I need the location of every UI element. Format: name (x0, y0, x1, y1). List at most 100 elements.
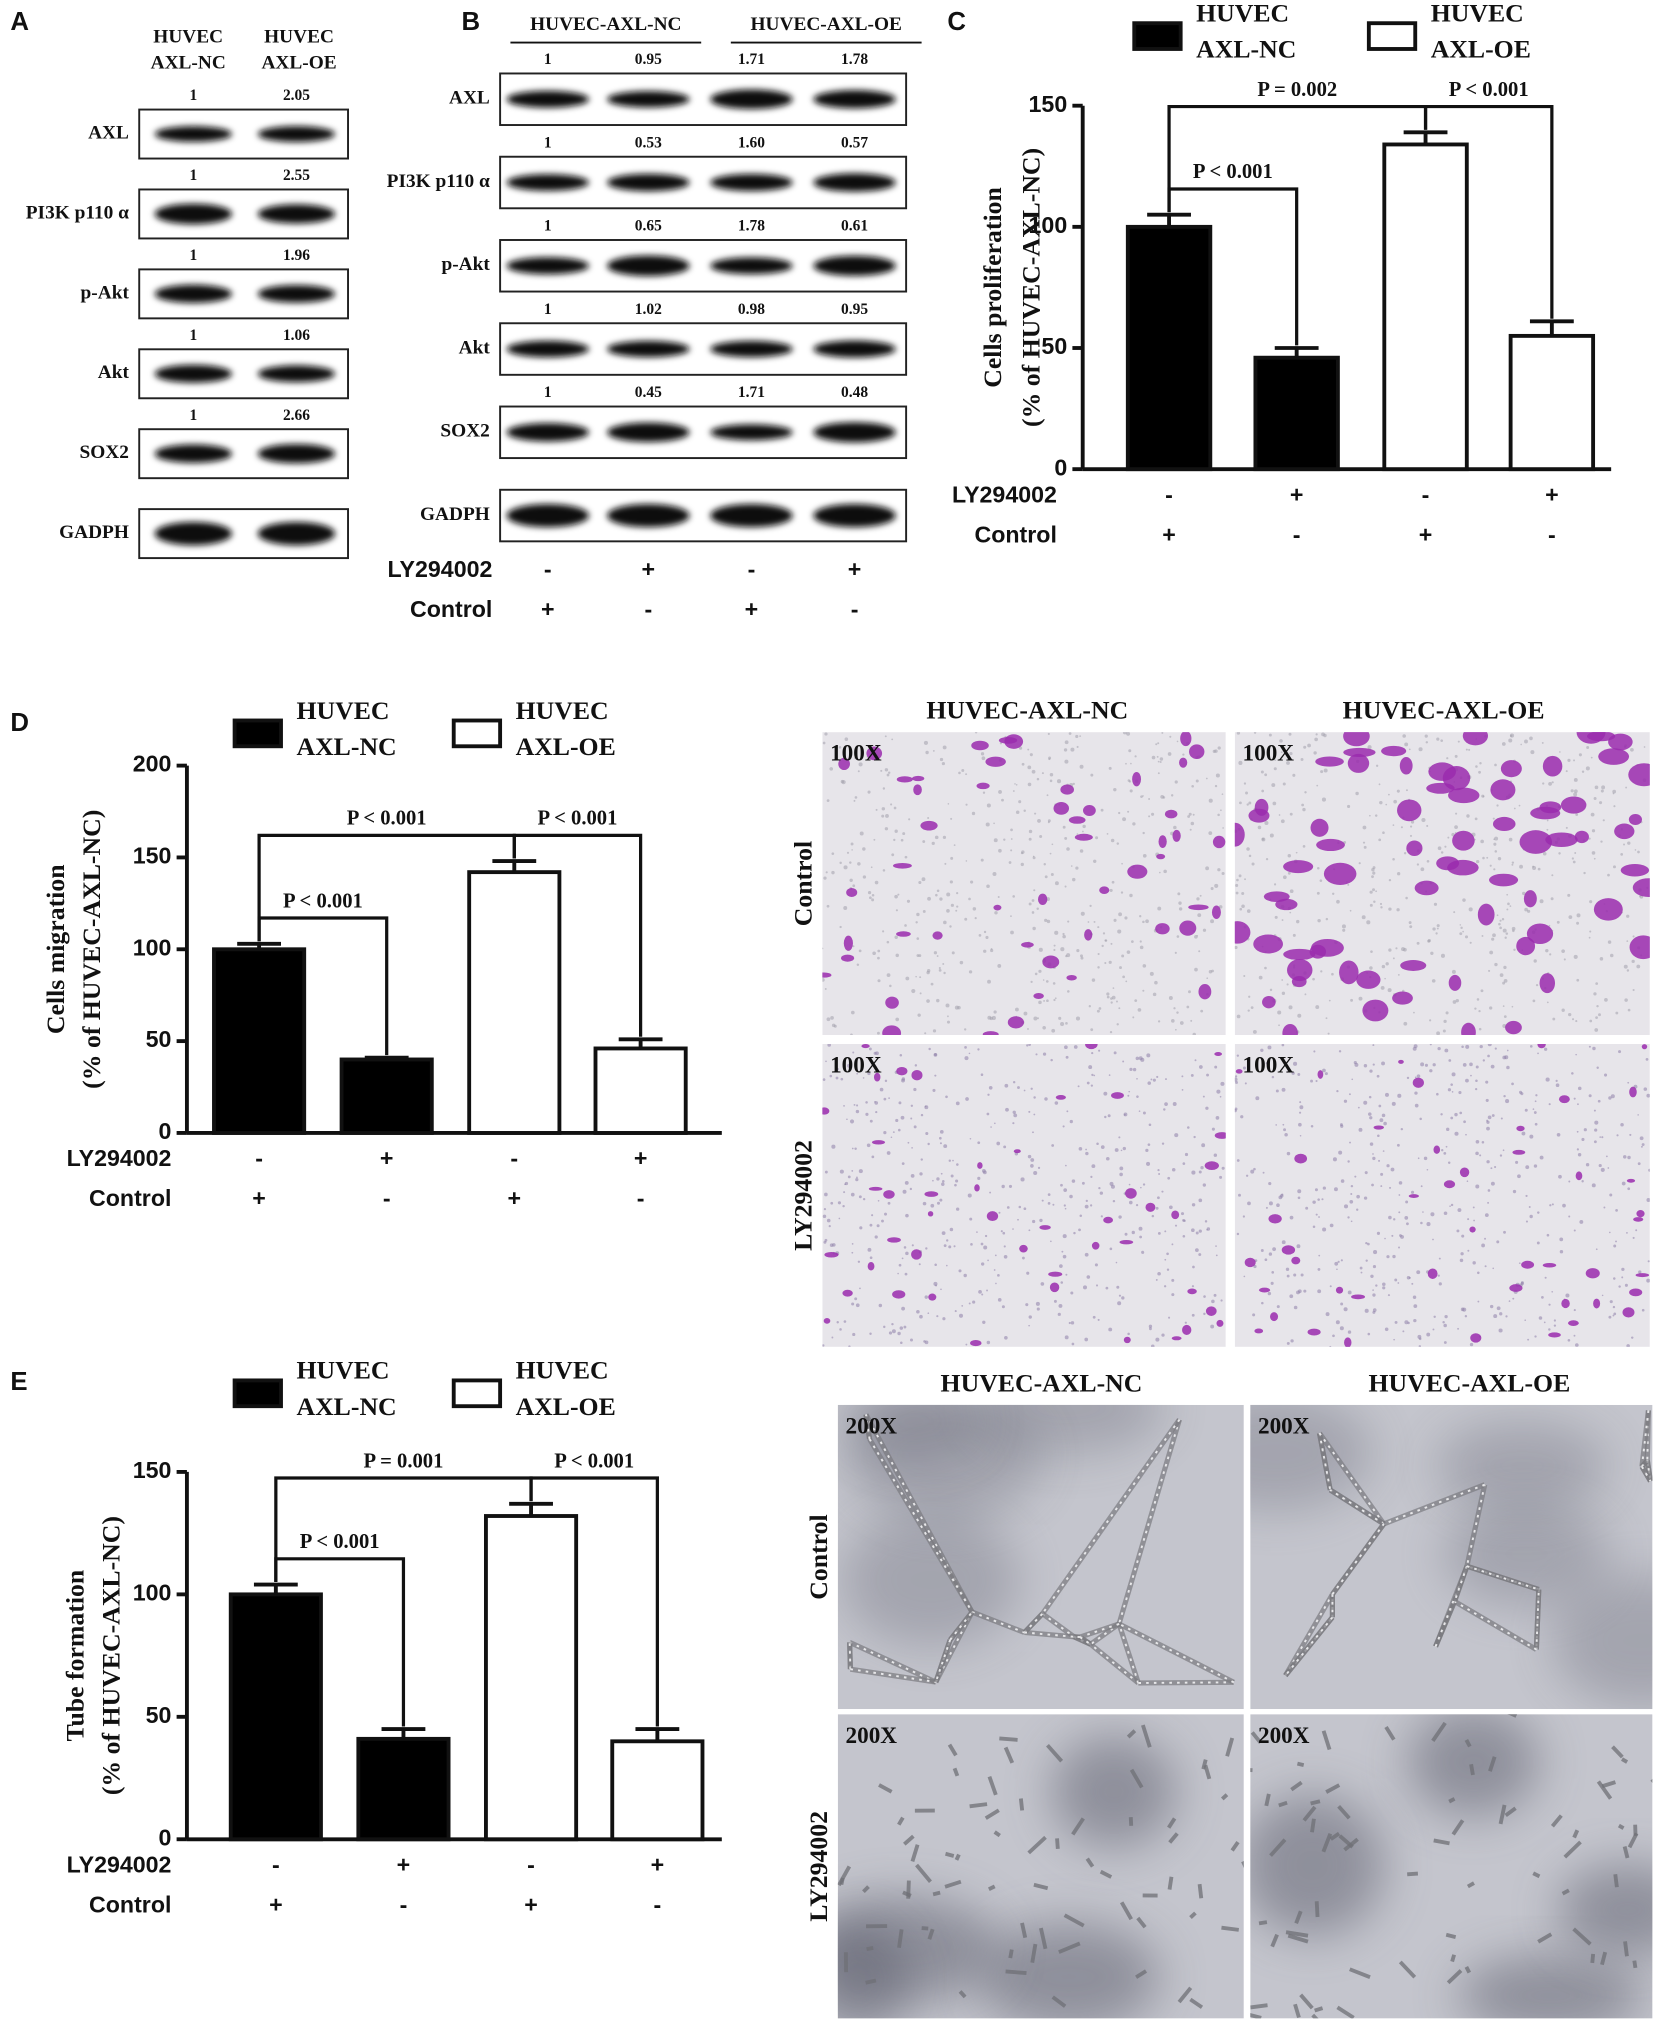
membrane-pore (1528, 1206, 1531, 1208)
membrane-pore (1591, 851, 1596, 855)
membrane-pore (1120, 1149, 1123, 1152)
membrane-pore (1088, 1065, 1093, 1070)
membrane-pore (1261, 837, 1265, 841)
membrane-pore (1290, 1339, 1294, 1343)
membrane-pore (1299, 1111, 1302, 1114)
migrated-cell (1244, 1257, 1256, 1268)
membrane-pore (1357, 1106, 1360, 1109)
membrane-pore (1050, 1058, 1053, 1062)
membrane-pore (1485, 1080, 1489, 1084)
membrane-pore (1385, 803, 1388, 806)
tube (933, 1639, 953, 1683)
membrane-pore (1020, 862, 1024, 867)
membrane-pore (1613, 1244, 1617, 1248)
migrated-cell (1339, 960, 1359, 985)
magnification: 200X (1258, 1723, 1310, 1749)
membrane-pore (1369, 890, 1373, 894)
membrane-pore (898, 1263, 902, 1267)
blot-band (607, 422, 690, 442)
membrane-pore (1253, 1264, 1257, 1269)
membrane-pore (1282, 782, 1286, 786)
membrane-pore (882, 930, 885, 933)
membrane-pore (1157, 772, 1160, 775)
membrane-pore (984, 1234, 988, 1238)
membrane-pore (1128, 749, 1132, 753)
bar (212, 947, 307, 1135)
membrane-pore (1411, 1282, 1414, 1285)
membrane-pore (925, 750, 929, 755)
membrane-pore (1043, 999, 1046, 1002)
membrane-pore (1062, 1125, 1065, 1128)
membrane-pore (1508, 1300, 1511, 1302)
membrane-pore (1129, 1067, 1133, 1072)
migrated-cell (883, 1190, 895, 1199)
membrane-pore (950, 856, 954, 860)
membrane-pore (987, 1093, 990, 1096)
treatment-label: Control (974, 521, 1056, 547)
membrane-pore (1122, 817, 1127, 822)
significance-bracket (1167, 104, 1428, 213)
membrane-pore (1281, 1240, 1286, 1245)
membrane-pore (1512, 929, 1515, 933)
membrane-pore (1073, 1045, 1078, 1049)
membrane-pore (1051, 1028, 1056, 1033)
membrane-pore (1192, 813, 1195, 816)
membrane-pore (1372, 1293, 1376, 1297)
membrane-pore (989, 1191, 992, 1194)
membrane-pore (1524, 1108, 1528, 1112)
membrane-pore (878, 1303, 883, 1308)
migrated-cell (1381, 745, 1407, 757)
membrane-pore (1303, 1289, 1307, 1293)
treatment-symbol: - (637, 1185, 645, 1211)
membrane-pore (825, 1060, 827, 1063)
membrane-pore (1372, 1153, 1374, 1155)
membrane-pore (1453, 911, 1456, 914)
membrane-pore (1244, 878, 1246, 881)
membrane-pore (829, 1074, 833, 1078)
y-tick-label: 0 (1054, 454, 1067, 480)
membrane-pore (1535, 1094, 1538, 1097)
membrane-pore (904, 1180, 909, 1185)
blot-row-label: SOX2 (80, 442, 129, 463)
membrane-pore (1121, 862, 1123, 865)
migrated-cell (1459, 1167, 1470, 1178)
membrane-pore (1364, 1171, 1368, 1175)
membrane-pore (1291, 1071, 1295, 1075)
membrane-pore (1527, 909, 1531, 913)
membrane-pore (1182, 753, 1185, 756)
membrane-pore (1142, 853, 1147, 858)
membrane-pore (1360, 1271, 1363, 1274)
blot-band (607, 340, 690, 358)
membrane-pore (924, 1032, 927, 1035)
cell-fragment (866, 1946, 874, 1952)
membrane-pore (1429, 1069, 1433, 1073)
membrane-pore (956, 905, 959, 908)
membrane-pore (920, 1158, 923, 1161)
membrane-pore (1010, 828, 1013, 832)
membrane-pore (882, 869, 886, 872)
membrane-pore (972, 1300, 976, 1304)
cell-fragment (1033, 1882, 1049, 1891)
membrane-pore (933, 951, 938, 955)
migrated-cell (1204, 1161, 1219, 1171)
blot-band (607, 91, 690, 108)
membrane-pore (1188, 812, 1192, 816)
membrane-pore (1472, 1261, 1476, 1265)
membrane-pore (1499, 1312, 1503, 1316)
membrane-pore (1064, 1045, 1068, 1050)
membrane-pore (905, 1213, 909, 1218)
membrane-pore (1219, 1175, 1223, 1179)
membrane-pore (1476, 859, 1480, 864)
migrated-cell (846, 887, 858, 897)
membrane-pore (1312, 1200, 1316, 1204)
membrane-pore (916, 937, 920, 940)
migrated-cell (1187, 1288, 1197, 1295)
membrane-pore (1511, 863, 1514, 866)
cell-fragment (1314, 2006, 1324, 2013)
membrane-pore (1594, 785, 1599, 790)
membrane-pore (1292, 933, 1296, 937)
migrated-cell (1428, 762, 1456, 781)
membrane-pore (862, 1198, 866, 1201)
membrane-pore (1096, 1009, 1100, 1013)
membrane-pore (1067, 990, 1070, 993)
